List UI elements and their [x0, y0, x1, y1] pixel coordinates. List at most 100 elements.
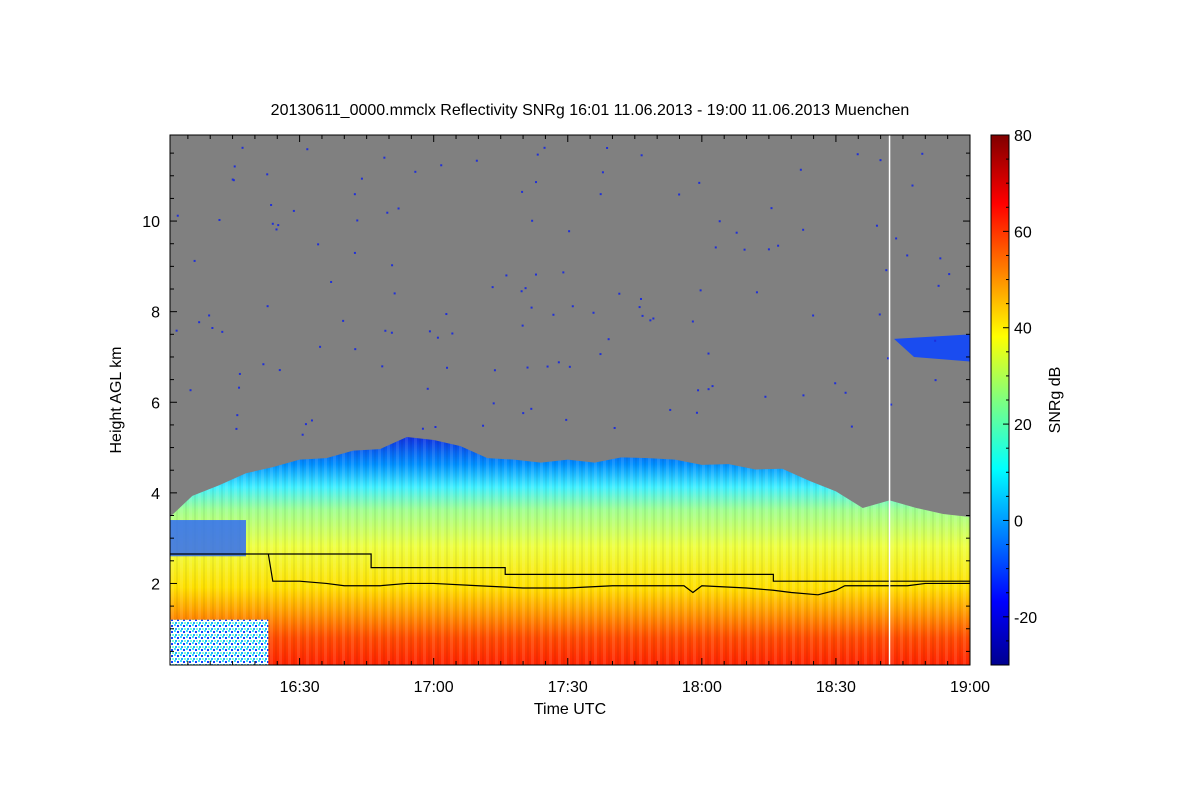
speckle [451, 332, 454, 335]
speckle [319, 345, 322, 348]
speckle [536, 153, 539, 156]
speckle [482, 424, 485, 427]
colorbar: -20 0 20 40 60 80 [990, 128, 1037, 666]
speckle [711, 385, 714, 388]
speckle [571, 305, 574, 308]
speckle [526, 366, 529, 369]
speckle [383, 156, 386, 159]
upper-cloud-patch [894, 334, 970, 362]
boundary-lines [170, 135, 970, 665]
speckle [599, 193, 602, 196]
speckle [802, 394, 805, 397]
speckle [707, 352, 710, 355]
speckle [301, 433, 304, 436]
speckle [607, 338, 610, 341]
speckle [360, 177, 363, 180]
speckle [208, 314, 211, 317]
speckle [601, 171, 604, 174]
speckle [691, 320, 694, 323]
speckle [270, 204, 273, 207]
x-axis: 16:30 17:00 17:30 18:00 18:30 19:00 [187, 135, 990, 696]
speckle [278, 369, 281, 372]
speckle [543, 146, 546, 149]
speckle [767, 248, 770, 251]
speckle [421, 427, 424, 430]
speckle [669, 408, 672, 411]
speckle [304, 423, 307, 426]
speckle [850, 425, 853, 428]
speckle [546, 365, 549, 368]
speckle [834, 382, 837, 385]
echo-texture [170, 437, 970, 665]
speckle [522, 412, 525, 415]
speckle [426, 387, 429, 390]
x-tick-label: 18:30 [816, 679, 856, 696]
chart-title: 20130611_0000.mmclx Reflectivity SNRg 16… [271, 102, 910, 119]
speckle [384, 329, 387, 332]
speckle [211, 326, 214, 329]
speckle [310, 419, 313, 422]
speckle [354, 348, 357, 351]
speckle [414, 170, 417, 173]
colorbar-tick-label: 20 [1014, 417, 1032, 434]
speckle [176, 214, 179, 217]
speckle [649, 319, 652, 322]
x-tick-label: 17:30 [548, 679, 588, 696]
x-tick-label: 17:00 [414, 679, 454, 696]
radar-echo-layer [170, 334, 970, 665]
speckle [707, 388, 710, 391]
speckle [606, 146, 609, 149]
speckle [231, 178, 234, 181]
speckle [641, 314, 644, 317]
x-tick-label: 18:00 [682, 679, 722, 696]
speckle [557, 361, 560, 364]
y-tick-label: 2 [151, 576, 160, 593]
speckle [878, 313, 881, 316]
colorbar-label: SNRg dB [1047, 367, 1064, 434]
speckle [440, 164, 443, 167]
speckle [714, 246, 717, 249]
speckle [475, 159, 478, 162]
speckle [317, 243, 320, 246]
speckle [342, 319, 345, 322]
colorbar-tick-label: 60 [1014, 224, 1032, 241]
speckle [568, 230, 571, 233]
speckle [802, 228, 805, 231]
speckle [277, 224, 280, 227]
speckle [445, 313, 448, 316]
speckle [198, 321, 201, 324]
speckle [879, 159, 882, 162]
speckle [232, 179, 235, 182]
speckle [446, 366, 449, 369]
speckle [381, 365, 384, 368]
y-tick-label: 4 [151, 486, 160, 503]
x-tick-label: 16:30 [280, 679, 320, 696]
speckle [937, 284, 940, 287]
speckle [770, 207, 773, 210]
speckle [428, 330, 431, 333]
speckle [353, 251, 356, 254]
speckle [434, 425, 437, 428]
colorbar-tick-label: 0 [1014, 513, 1023, 530]
speckle [652, 317, 655, 320]
speckle [735, 231, 738, 234]
speckle [530, 306, 533, 309]
speckle [238, 372, 241, 375]
speckle [505, 274, 508, 277]
speckle [698, 181, 701, 184]
speckle [592, 311, 595, 314]
step-line [170, 553, 970, 582]
speckle [236, 414, 239, 417]
speckle [764, 395, 767, 398]
speckle [895, 237, 898, 240]
speckle [306, 148, 309, 151]
speckle [856, 153, 859, 156]
speckle [890, 403, 893, 406]
speckle [492, 402, 495, 405]
speckle [266, 305, 269, 308]
speckle [271, 222, 274, 225]
speckle [436, 336, 439, 339]
speckle [885, 269, 888, 272]
speckle [552, 313, 555, 316]
speckle [221, 330, 224, 333]
